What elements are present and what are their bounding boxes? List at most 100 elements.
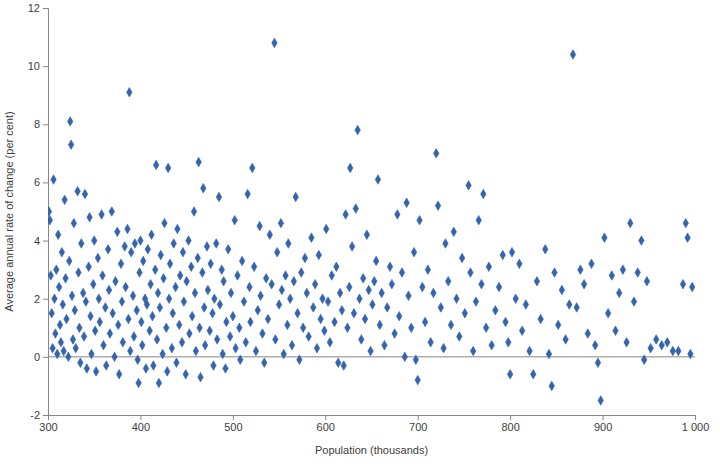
point xyxy=(238,355,243,364)
point xyxy=(543,245,548,254)
point xyxy=(531,370,536,379)
point xyxy=(406,291,411,300)
point xyxy=(451,227,456,236)
point xyxy=(481,189,486,198)
point xyxy=(293,192,298,201)
point xyxy=(64,314,69,323)
point xyxy=(180,247,185,256)
point xyxy=(325,297,330,306)
point xyxy=(347,282,352,291)
point xyxy=(285,320,290,329)
point xyxy=(69,291,74,300)
point xyxy=(304,288,309,297)
point xyxy=(73,343,78,352)
point xyxy=(97,317,102,326)
point xyxy=(50,343,55,352)
point xyxy=(552,268,557,277)
point xyxy=(415,375,420,384)
point xyxy=(177,320,182,329)
point xyxy=(245,189,250,198)
x-tick-label: 300 xyxy=(39,421,57,433)
y-tick: -2 xyxy=(30,409,48,421)
point xyxy=(174,358,179,367)
point xyxy=(312,279,317,288)
y-tick: 0 xyxy=(34,351,48,363)
point xyxy=(448,320,453,329)
point xyxy=(235,271,240,280)
point xyxy=(314,343,319,352)
point xyxy=(127,88,132,97)
point xyxy=(75,186,80,195)
point xyxy=(345,323,350,332)
point xyxy=(337,288,342,297)
point xyxy=(55,349,60,358)
point xyxy=(592,340,597,349)
x-tick: 700 xyxy=(409,415,427,433)
point xyxy=(470,346,475,355)
point xyxy=(639,236,644,245)
point xyxy=(362,314,367,323)
point xyxy=(509,247,514,256)
point xyxy=(187,329,192,338)
y-tick-mark xyxy=(43,241,48,242)
point xyxy=(134,306,139,315)
point xyxy=(585,329,590,338)
point xyxy=(538,314,543,323)
point xyxy=(191,207,196,216)
x-tick-mark xyxy=(418,415,419,420)
point xyxy=(88,311,93,320)
point xyxy=(89,349,94,358)
point xyxy=(224,317,229,326)
point xyxy=(81,332,86,341)
point xyxy=(123,282,128,291)
point xyxy=(115,227,120,236)
point xyxy=(183,370,188,379)
point xyxy=(128,346,133,355)
point xyxy=(411,247,416,256)
point xyxy=(279,285,284,294)
point xyxy=(404,198,409,207)
point xyxy=(267,230,272,239)
point xyxy=(375,175,380,184)
point xyxy=(167,259,172,268)
point xyxy=(468,268,473,277)
point xyxy=(210,309,215,318)
point xyxy=(216,192,221,201)
x-tick-label: 400 xyxy=(132,421,150,433)
x-tick-mark xyxy=(233,415,234,420)
point xyxy=(500,250,505,259)
point xyxy=(219,265,224,274)
point xyxy=(91,236,96,245)
point xyxy=(272,38,277,47)
x-tick-label: 600 xyxy=(317,421,335,433)
point xyxy=(201,303,206,312)
point xyxy=(136,378,141,387)
point xyxy=(56,282,61,291)
point xyxy=(309,233,314,242)
point xyxy=(286,239,291,248)
point xyxy=(523,300,528,309)
point xyxy=(399,268,404,277)
point xyxy=(61,346,66,355)
point xyxy=(549,381,554,390)
point xyxy=(241,297,246,306)
point xyxy=(459,253,464,262)
point xyxy=(392,329,397,338)
point xyxy=(139,317,144,326)
point xyxy=(84,364,89,373)
point xyxy=(441,343,446,352)
point xyxy=(92,326,97,335)
point xyxy=(154,335,159,344)
zero-line xyxy=(48,356,695,357)
point xyxy=(67,256,72,265)
point xyxy=(68,140,73,149)
point xyxy=(683,218,688,227)
point xyxy=(335,358,340,367)
y-tick-mark xyxy=(43,124,48,125)
point xyxy=(454,294,459,303)
point xyxy=(112,352,117,361)
point xyxy=(221,277,226,286)
point xyxy=(320,294,325,303)
x-tick-mark xyxy=(510,415,511,420)
point xyxy=(205,285,210,294)
